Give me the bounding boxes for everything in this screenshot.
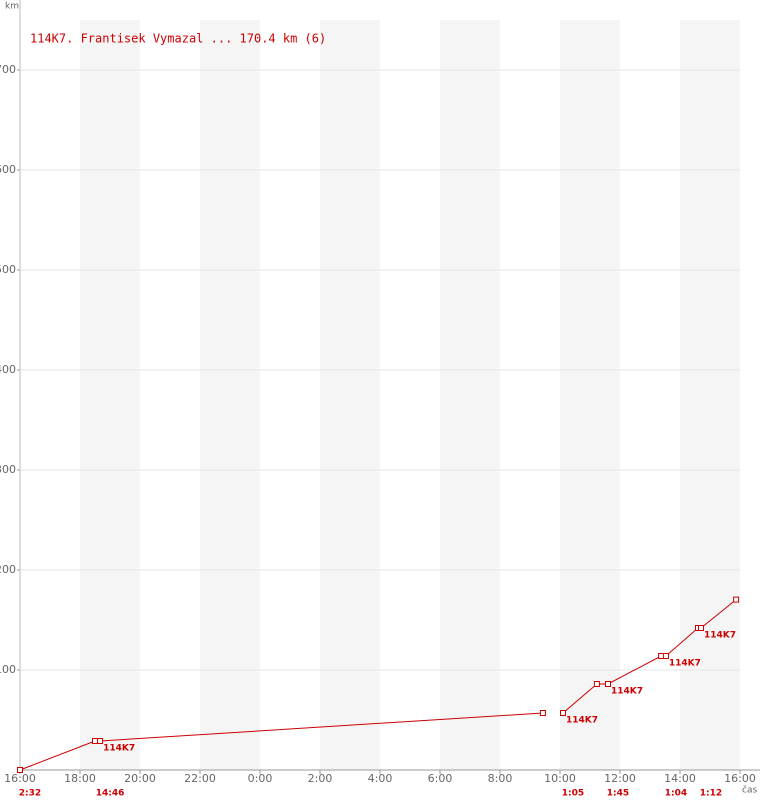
time-band (80, 20, 140, 770)
point-marker (17, 767, 23, 773)
x-tick-label: 18:00 (64, 772, 96, 785)
x-tick-label: 8:00 (488, 772, 513, 785)
stop-label: 14:46 (96, 789, 125, 799)
x-tick-label: 22:00 (184, 772, 216, 785)
point-marker (539, 710, 546, 716)
stop-label: 1:45 (607, 789, 629, 799)
x-tick-label: 4:00 (368, 772, 393, 785)
y-tick-label: 700 (0, 63, 16, 76)
point-marker (605, 681, 611, 687)
point-label: 114K7 (611, 687, 643, 697)
x-tick-label: 2:00 (308, 772, 333, 785)
point-label: 114K7 (669, 659, 701, 669)
point-label: 114K7 (566, 716, 598, 726)
y-tick-label: 100 (0, 663, 16, 676)
point-label: 114K7 (704, 631, 736, 641)
stop-label: 1:05 (562, 789, 584, 799)
x-tick-label: 16:00 (724, 772, 756, 785)
stop-label: 2:32 (19, 789, 41, 799)
time-band (440, 20, 500, 770)
y-tick-label: 300 (0, 463, 16, 476)
x-tick-label: 20:00 (124, 772, 156, 785)
y-tick-label: 200 (0, 563, 16, 576)
point-marker (92, 738, 98, 744)
background (80, 20, 740, 770)
x-tick-label: 14:00 (664, 772, 696, 785)
y-tick-label: 500 (0, 263, 16, 276)
legend-title: 114K7. Frantisek Vymazal ... 170.4 km (6… (30, 32, 326, 46)
point-label: 114K7 (103, 744, 135, 754)
point-marker (658, 653, 665, 659)
y-tick-label: 400 (0, 363, 16, 376)
x-tick-label: 10:00 (544, 772, 576, 785)
time-band (320, 20, 380, 770)
point-marker (662, 653, 669, 659)
point-marker (698, 625, 704, 631)
x-tick-label: 12:00 (604, 772, 636, 785)
stop-label: 1:12 (700, 789, 722, 799)
x-tick-label: 0:00 (248, 772, 273, 785)
y-axis-label: km (5, 2, 19, 12)
time-band (680, 20, 740, 770)
point-marker (593, 681, 600, 687)
point-marker (560, 710, 566, 716)
stop-label: 1:04 (665, 789, 687, 799)
x-tick-label: 16:00 (4, 772, 36, 785)
point-marker (733, 596, 740, 603)
time-band (200, 20, 260, 770)
point-marker (97, 738, 104, 744)
time-band (560, 20, 620, 770)
y-tick-label: 600 (0, 163, 16, 176)
x-axis-label: čas (742, 785, 757, 796)
x-tick-label: 6:00 (428, 772, 453, 785)
